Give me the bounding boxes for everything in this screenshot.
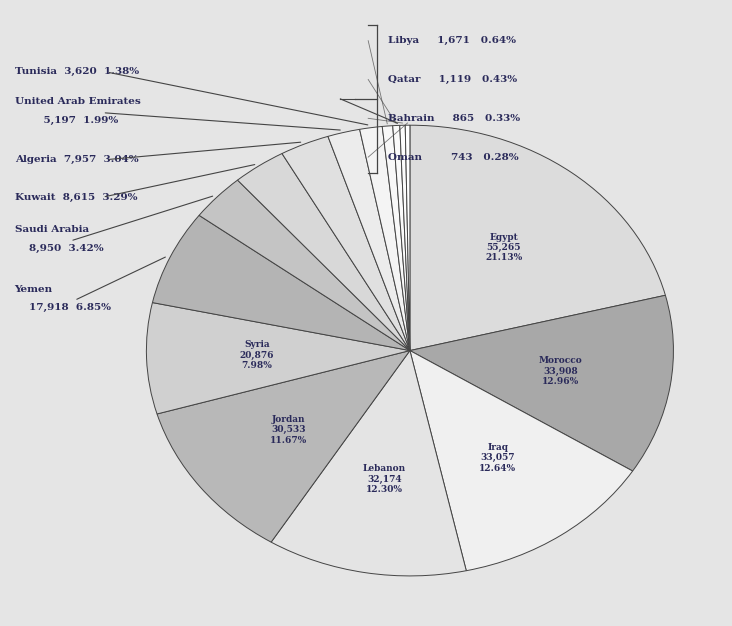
Text: Bahrain     865   0.33%: Bahrain 865 0.33% — [388, 114, 520, 123]
Text: Algeria  7,957  3.04%: Algeria 7,957 3.04% — [15, 155, 138, 164]
Wedge shape — [152, 215, 410, 351]
Text: Morocco
33,908
12.96%: Morocco 33,908 12.96% — [539, 356, 583, 386]
Wedge shape — [157, 351, 410, 542]
Text: Yemen: Yemen — [15, 285, 53, 294]
Text: Saudi Arabia: Saudi Arabia — [15, 225, 89, 234]
Text: United Arab Emirates: United Arab Emirates — [15, 97, 141, 106]
Wedge shape — [199, 180, 410, 351]
Text: Jordan
30,533
11.67%: Jordan 30,533 11.67% — [269, 415, 307, 444]
Wedge shape — [282, 136, 410, 351]
Text: Libya     1,671   0.64%: Libya 1,671 0.64% — [388, 36, 516, 45]
Wedge shape — [238, 153, 410, 351]
Wedge shape — [393, 125, 410, 351]
Wedge shape — [271, 351, 466, 576]
Wedge shape — [146, 302, 410, 414]
Wedge shape — [400, 125, 410, 351]
Wedge shape — [410, 351, 632, 571]
Text: Qatar     1,119   0.43%: Qatar 1,119 0.43% — [388, 75, 517, 84]
Wedge shape — [410, 295, 673, 471]
Text: 5,197  1.99%: 5,197 1.99% — [29, 116, 119, 125]
Text: Oman        743   0.28%: Oman 743 0.28% — [388, 153, 518, 162]
Text: Kuwait  8,615  3.29%: Kuwait 8,615 3.29% — [15, 193, 137, 202]
Text: Iraq
33,057
12.64%: Iraq 33,057 12.64% — [479, 443, 516, 473]
Text: Lebanon
32,174
12.30%: Lebanon 32,174 12.30% — [362, 464, 406, 495]
Text: 17,918  6.85%: 17,918 6.85% — [29, 304, 111, 312]
Wedge shape — [406, 125, 410, 351]
Text: Syria
20,876
7.98%: Syria 20,876 7.98% — [240, 341, 274, 370]
Wedge shape — [410, 125, 665, 351]
Text: Egypt
55,265
21.13%: Egypt 55,265 21.13% — [485, 232, 523, 262]
Wedge shape — [359, 126, 410, 351]
Wedge shape — [328, 130, 410, 351]
Text: 8,950  3.42%: 8,950 3.42% — [29, 244, 104, 253]
Text: Tunisia  3,620  1.38%: Tunisia 3,620 1.38% — [15, 68, 139, 76]
Wedge shape — [382, 126, 410, 351]
